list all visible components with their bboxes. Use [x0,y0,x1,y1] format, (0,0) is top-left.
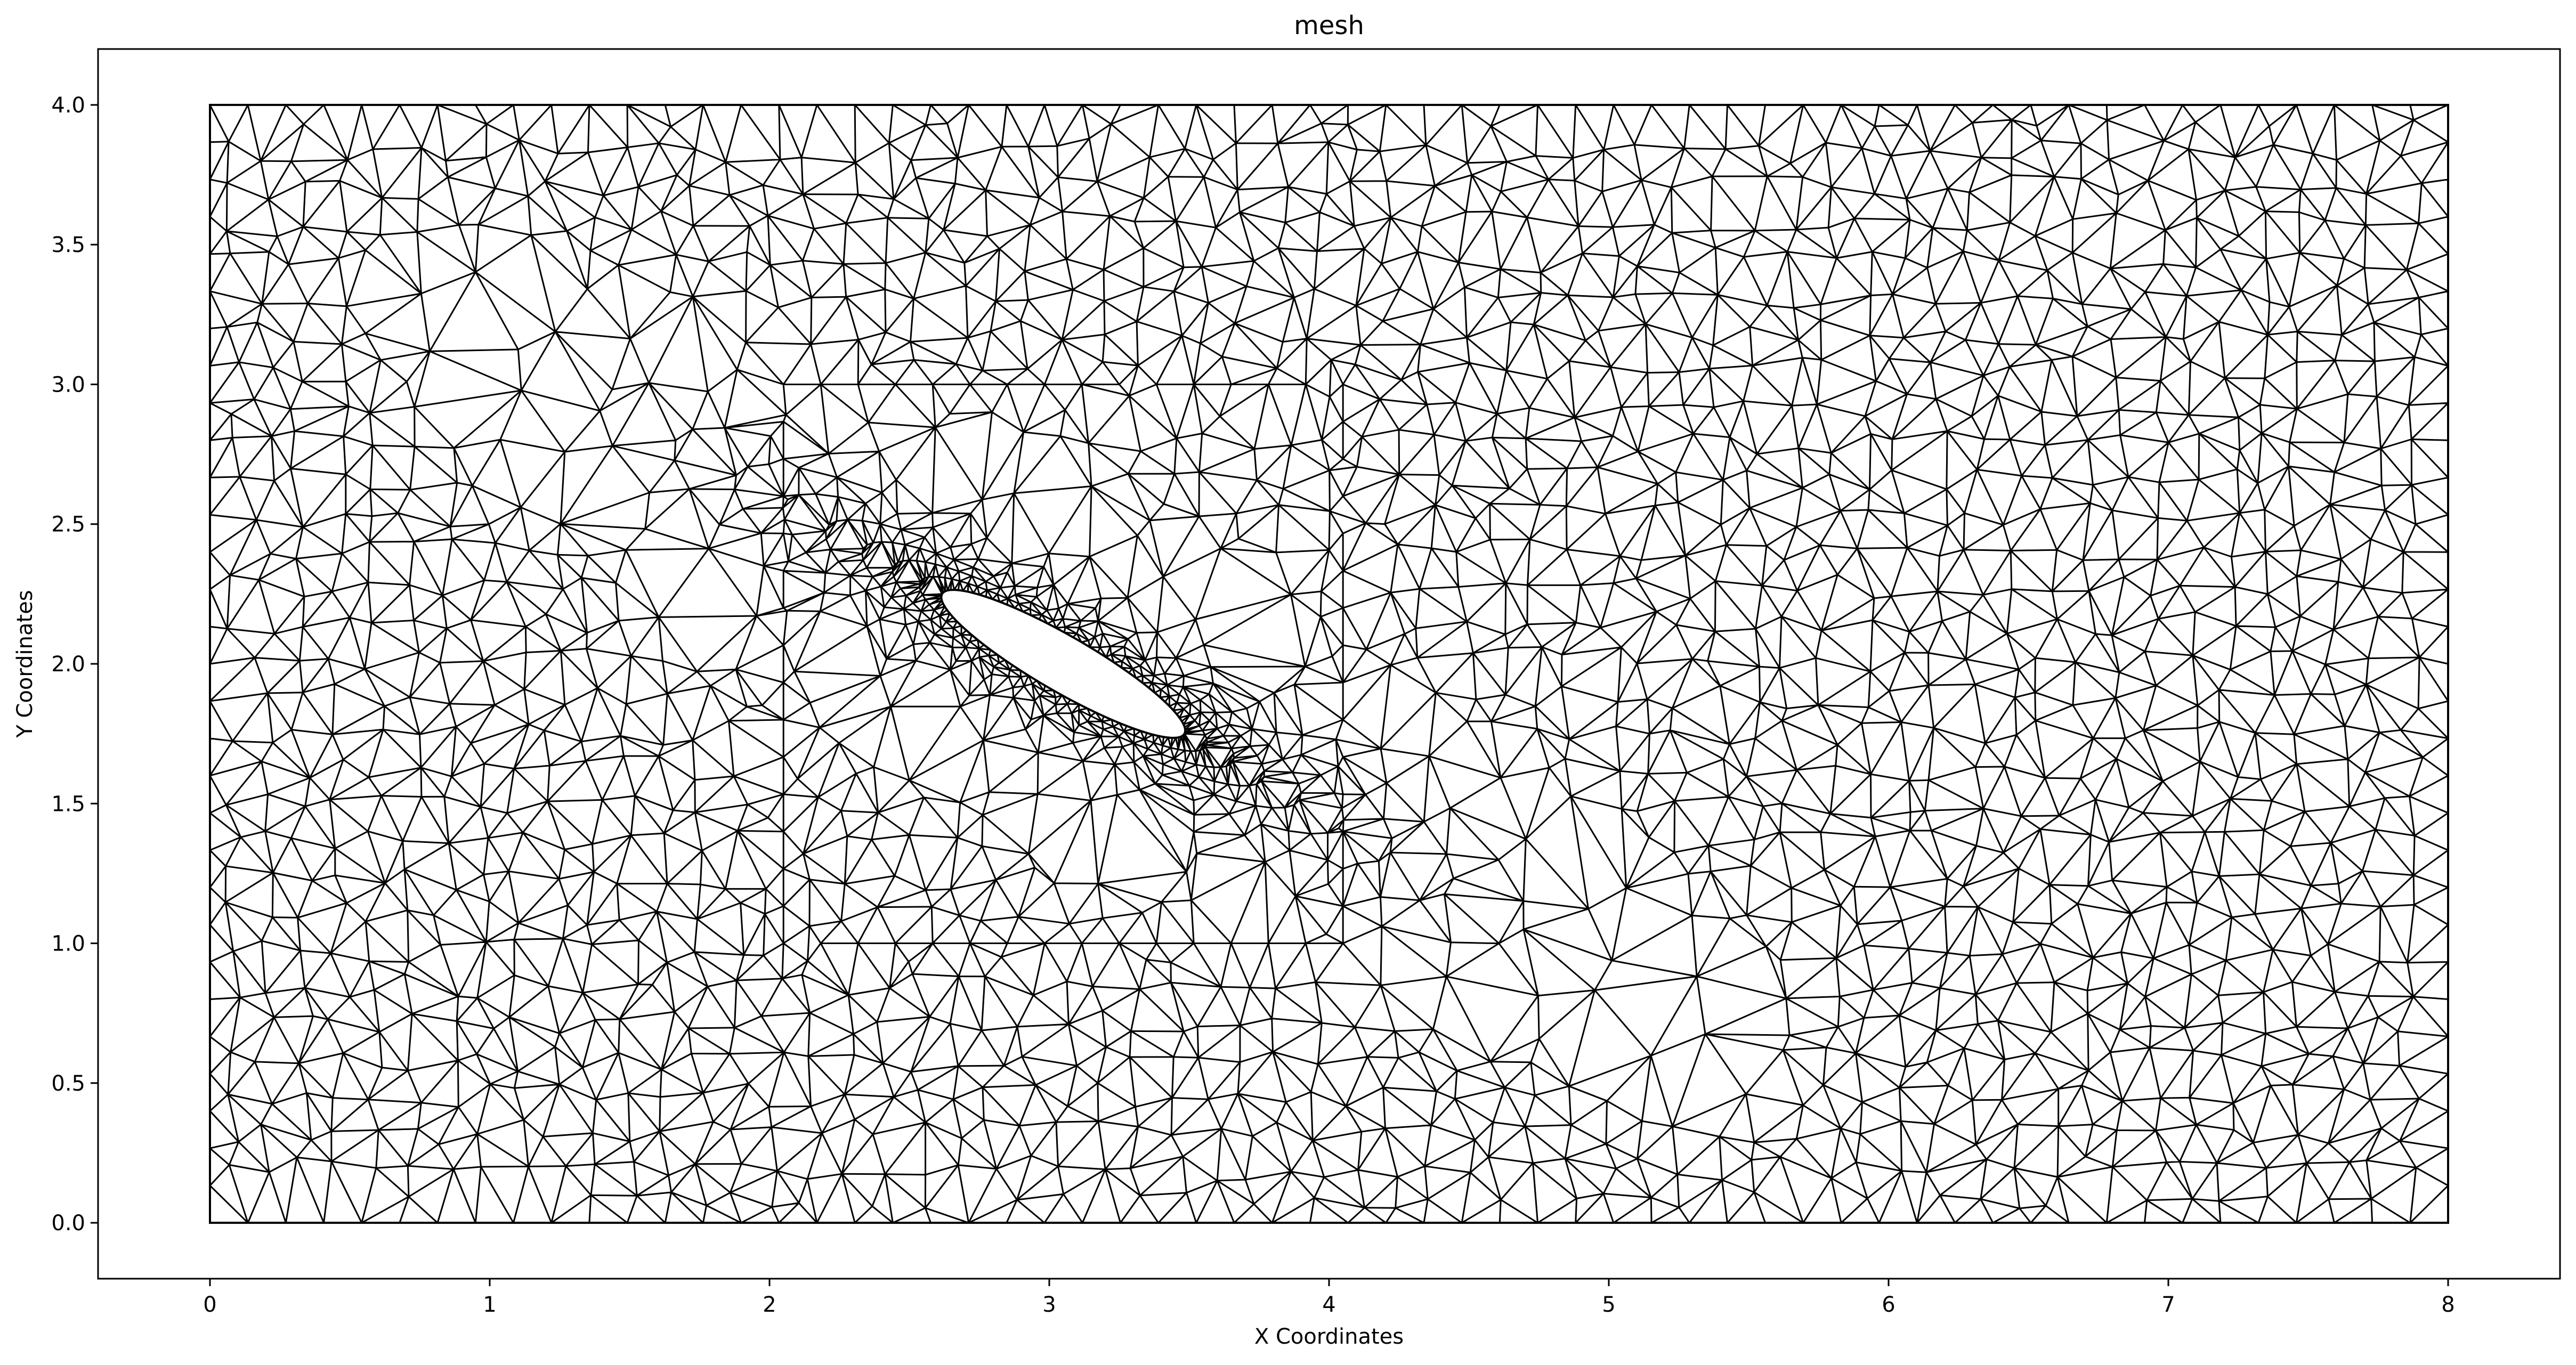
x-tick-label: 0 [203,1293,216,1317]
x-tick-label: 4 [1322,1293,1335,1317]
y-tick-label: 3.0 [51,372,85,397]
x-tick-label: 3 [1042,1293,1056,1317]
mesh-triangulation [209,103,2449,1224]
obstacle-ellipse [940,589,1187,739]
y-tick-label: 0.5 [51,1071,85,1096]
y-tick-label: 1.0 [51,932,85,956]
axis-ticks: 0 1 2 3 4 5 6 7 8 0.0 0.5 1.0 1.5 2.0 2.5 3.0 3.5 4.0 [51,93,2455,1317]
y-tick-label: 0.0 [51,1211,85,1236]
x-tick-label: 8 [2441,1293,2455,1317]
x-tick-label: 1 [483,1293,496,1317]
y-tick-label: 1.5 [51,792,85,816]
y-tick-label: 3.5 [51,233,85,257]
domain-boundary [209,103,2449,1224]
x-tick-label: 5 [1602,1293,1615,1317]
y-tick-label: 2.0 [51,652,85,677]
y-tick-label: 4.0 [51,93,85,118]
y-tick-label: 2.5 [51,513,85,537]
obstacle-hole [940,589,1187,739]
y-axis-label: Y Coordinates [13,590,37,738]
x-tick-label: 7 [2161,1293,2175,1317]
chart-title: mesh [1294,11,1364,40]
axes-frame [97,48,2561,1280]
x-tick-label: 2 [763,1293,776,1317]
x-axis-label: X Coordinates [1254,1325,1404,1349]
x-tick-label: 6 [1882,1293,1895,1317]
